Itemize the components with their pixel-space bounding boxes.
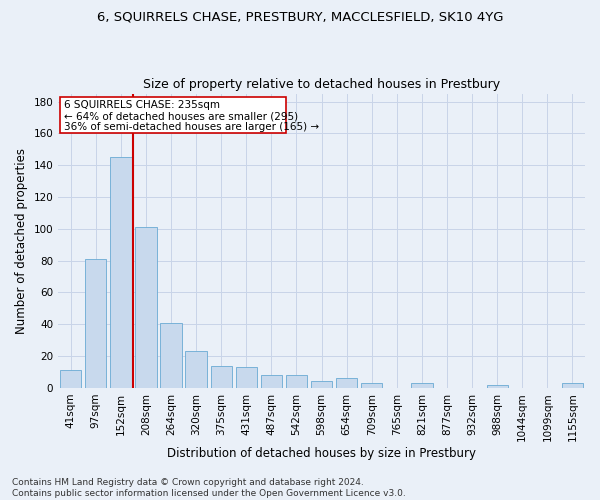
Y-axis label: Number of detached properties: Number of detached properties xyxy=(15,148,28,334)
FancyBboxPatch shape xyxy=(60,96,286,134)
Bar xyxy=(160,322,182,388)
X-axis label: Distribution of detached houses by size in Prestbury: Distribution of detached houses by size … xyxy=(167,447,476,460)
Bar xyxy=(236,367,257,388)
Text: 6, SQUIRRELS CHASE, PRESTBURY, MACCLESFIELD, SK10 4YG: 6, SQUIRRELS CHASE, PRESTBURY, MACCLESFI… xyxy=(97,10,503,23)
Bar xyxy=(60,370,82,388)
Bar xyxy=(336,378,358,388)
Bar xyxy=(487,384,508,388)
Bar xyxy=(361,383,382,388)
Bar xyxy=(110,157,131,388)
Bar xyxy=(136,227,157,388)
Bar xyxy=(286,375,307,388)
Bar xyxy=(311,382,332,388)
Title: Size of property relative to detached houses in Prestbury: Size of property relative to detached ho… xyxy=(143,78,500,91)
Bar xyxy=(261,375,282,388)
Text: 36% of semi-detached houses are larger (165) →: 36% of semi-detached houses are larger (… xyxy=(64,122,319,132)
Bar xyxy=(562,383,583,388)
Bar xyxy=(211,366,232,388)
Bar xyxy=(185,351,207,388)
Text: Contains HM Land Registry data © Crown copyright and database right 2024.
Contai: Contains HM Land Registry data © Crown c… xyxy=(12,478,406,498)
Bar xyxy=(85,259,106,388)
Text: 6 SQUIRRELS CHASE: 235sqm: 6 SQUIRRELS CHASE: 235sqm xyxy=(64,100,220,110)
Bar xyxy=(411,383,433,388)
Text: ← 64% of detached houses are smaller (295): ← 64% of detached houses are smaller (29… xyxy=(64,111,298,121)
